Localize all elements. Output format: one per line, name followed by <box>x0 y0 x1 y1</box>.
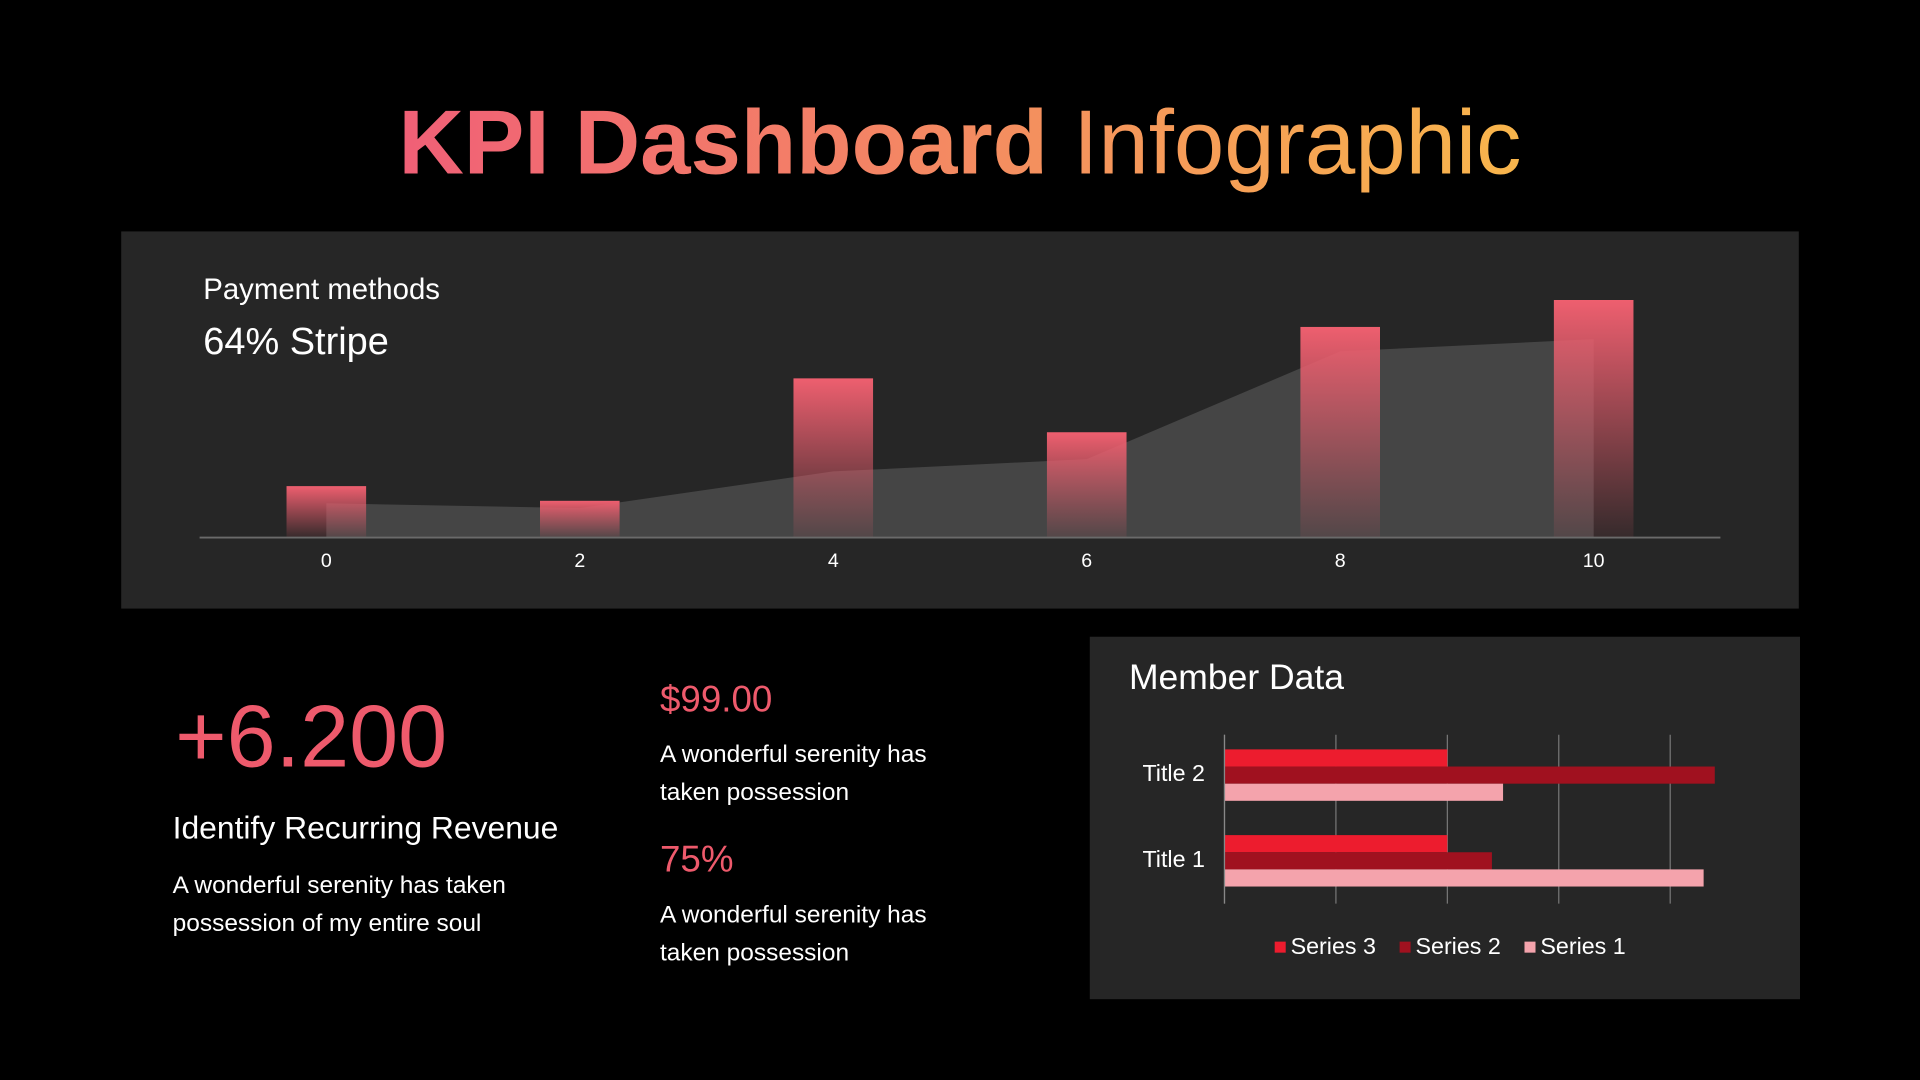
legend-swatch <box>1399 941 1411 953</box>
bar <box>1046 432 1127 538</box>
x-tick-label: 8 <box>1335 550 1346 572</box>
kpi-value: +6.200 <box>175 687 447 786</box>
stat-value: 75% <box>660 839 734 880</box>
x-tick-label: 10 <box>1583 550 1605 572</box>
chart-title: Member Data <box>1129 657 1344 697</box>
bar <box>1224 783 1504 801</box>
member-chart: Title 1 Title 2 Series 3 Series 2 Series 1 <box>1142 734 1715 959</box>
legend-label: Series 2 <box>1416 933 1501 959</box>
legend-swatch <box>1524 941 1536 953</box>
title-bold: KPI Dashboard <box>398 92 1047 193</box>
stat-text: A wonderful serenity has <box>660 741 927 768</box>
panel-headline: 64% Stripe <box>203 321 389 363</box>
bar <box>1224 766 1715 784</box>
kpi-text: A wonderful serenity has taken <box>173 872 506 899</box>
stat-text: A wonderful serenity has <box>660 901 927 928</box>
x-tick-label: 6 <box>1081 550 1092 572</box>
stat-text: taken possession <box>660 779 849 806</box>
x-tick-label: 4 <box>828 550 839 572</box>
y-tick-label: Title 1 <box>1142 846 1204 872</box>
stat-value: $99.00 <box>660 678 772 719</box>
page-title: KPI Dashboard Infographic <box>398 92 1521 193</box>
stat-text: taken possession <box>660 939 849 966</box>
bar <box>1224 869 1704 887</box>
panel-label: Payment methods <box>203 273 440 306</box>
legend-label: Series 3 <box>1291 933 1376 959</box>
kpi-heading: Identify Recurring Revenue <box>173 810 559 846</box>
y-tick-label: Title 2 <box>1142 760 1204 786</box>
bar <box>1224 835 1448 853</box>
bar <box>1224 852 1492 870</box>
title-light: Infographic <box>1073 92 1521 193</box>
legend-label: Series 1 <box>1540 933 1625 959</box>
x-tick-label: 2 <box>574 550 585 572</box>
member-panel <box>1089 636 1800 1000</box>
legend-swatch <box>1274 941 1286 953</box>
bar <box>1553 300 1634 538</box>
bar <box>286 486 367 538</box>
bar <box>540 500 620 538</box>
bar <box>1300 326 1380 538</box>
x-tick-label: 0 <box>321 550 332 572</box>
area <box>326 339 1594 538</box>
bar <box>1224 749 1448 767</box>
payment-chart: 0 2 4 6 8 10 <box>199 300 1721 572</box>
kpi-text: possession of my entire soul <box>173 910 482 937</box>
bar <box>793 378 874 538</box>
